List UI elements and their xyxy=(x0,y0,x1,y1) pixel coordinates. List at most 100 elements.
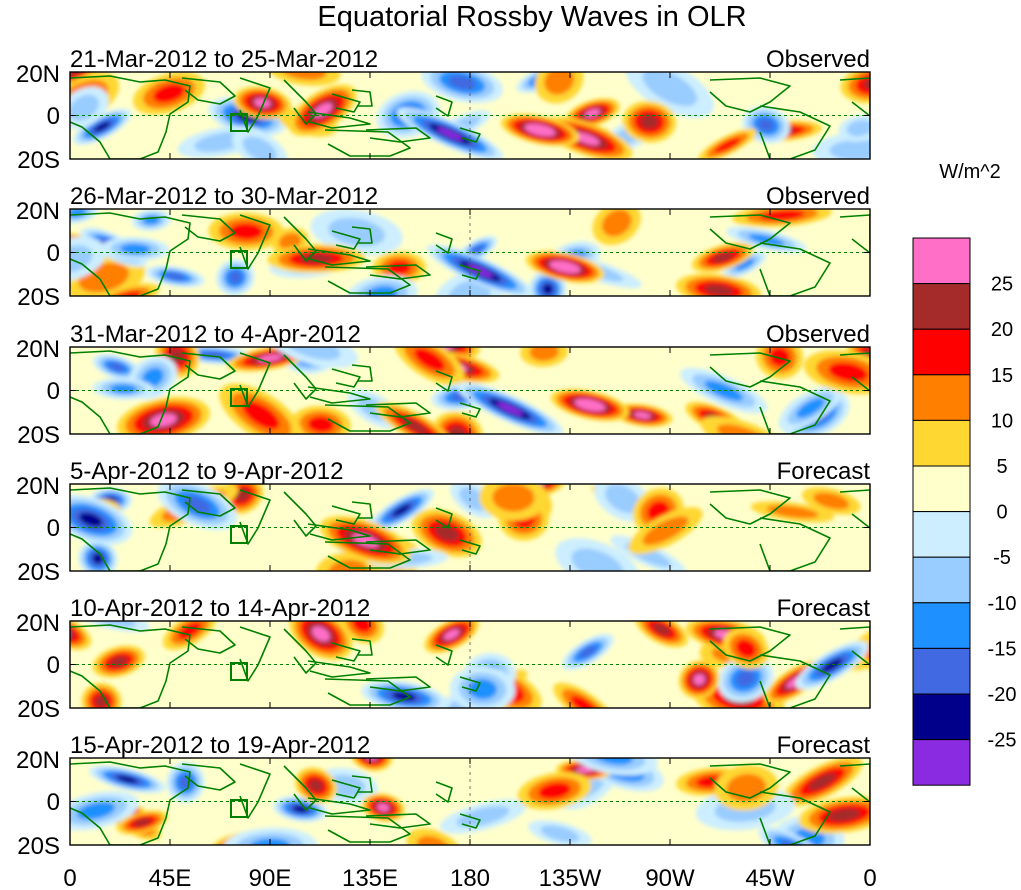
tick-marks xyxy=(69,483,871,572)
tick-marks xyxy=(69,757,871,846)
colorbar-level-label: 25 xyxy=(991,274,1013,296)
colorbar-swatch xyxy=(912,374,971,421)
x-tick-label: 45W xyxy=(745,865,795,890)
reference-box xyxy=(230,525,248,544)
colorbar-swatch xyxy=(912,693,971,741)
y-tick-label: 20S xyxy=(17,422,60,449)
colorbar-level-label: -15 xyxy=(988,638,1017,660)
coastlines xyxy=(70,350,870,434)
tick-marks xyxy=(69,620,871,709)
panel-status: Observed xyxy=(766,321,870,348)
panel-date-range: 26-Mar-2012 to 30-Mar-2012 xyxy=(70,183,378,210)
colorbar-level-label: -25 xyxy=(988,730,1017,752)
figure-title: Equatorial Rossby Waves in OLR xyxy=(317,1,746,33)
coastlines xyxy=(70,761,870,845)
colorbar-level-label: -20 xyxy=(988,684,1017,706)
colorbar-level-label: 20 xyxy=(991,319,1013,341)
colorbar-swatch xyxy=(912,283,971,330)
colorbar-swatch xyxy=(912,647,971,695)
panel-map xyxy=(69,757,871,846)
tick-marks xyxy=(69,346,871,435)
y-tick-label: 20S xyxy=(17,559,60,586)
x-tick-label: 45E xyxy=(149,865,192,890)
y-tick-label: 20N xyxy=(16,198,60,225)
panel-date-range: 15-Apr-2012 to 19-Apr-2012 xyxy=(70,732,370,759)
panel-map xyxy=(69,208,871,297)
panels: 21-Mar-2012 to 25-Mar-2012 Observed 20N 0 20… xyxy=(16,46,871,860)
panel-6: 15-Apr-2012 to 19-Apr-2012 Forecast 20N 0 20… xyxy=(16,732,871,860)
panel-map xyxy=(69,346,871,435)
colorbar-swatch xyxy=(912,465,971,513)
panel-status: Observed xyxy=(766,183,870,210)
x-tick-label: 0 xyxy=(63,865,76,890)
x-tick-label: 135E xyxy=(342,865,398,890)
panel-date-range: 31-Mar-2012 to 4-Apr-2012 xyxy=(70,321,361,348)
panel-status: Observed xyxy=(766,46,870,73)
x-tick-label: 90W xyxy=(645,865,695,890)
coastlines xyxy=(70,212,870,296)
colorbar-swatch xyxy=(912,602,971,649)
panel-map xyxy=(69,483,871,572)
colorbar-level-label: -10 xyxy=(988,593,1017,615)
reference-box xyxy=(230,388,248,407)
x-tick-label: 135W xyxy=(539,865,602,890)
y-tick-label: 20N xyxy=(16,61,60,88)
olr-anomaly-field xyxy=(70,758,870,845)
y-tick-label: 20S xyxy=(17,833,60,860)
panel-3: 31-Mar-2012 to 4-Apr-2012 Observed 20N 0 20S xyxy=(16,321,871,449)
panel-date-range: 5-Apr-2012 to 9-Apr-2012 xyxy=(70,458,344,485)
coastlines xyxy=(70,75,870,159)
colorbar: W/m^2 25 20 15 10 5 0 -5 -10 -15 -20 -25 xyxy=(912,161,1017,786)
colorbar-level-label: 0 xyxy=(996,502,1007,524)
y-tick-label: 0 xyxy=(47,103,60,130)
reference-box xyxy=(230,250,248,269)
coastlines xyxy=(70,624,870,708)
reference-box xyxy=(230,113,248,132)
colorbar-swatch xyxy=(912,237,971,285)
panel-status: Forecast xyxy=(777,595,871,622)
colorbar-swatch xyxy=(912,328,971,376)
colorbar-swatch xyxy=(912,556,971,604)
panel-date-range: 21-Mar-2012 to 25-Mar-2012 xyxy=(70,46,378,73)
y-tick-label: 20N xyxy=(16,336,60,363)
olr-anomaly-field xyxy=(92,347,870,434)
y-tick-label: 20N xyxy=(16,747,60,774)
y-tick-label: 0 xyxy=(47,652,60,679)
y-tick-label: 0 xyxy=(47,515,60,542)
panel-4: 5-Apr-2012 to 9-Apr-2012 Forecast 20N 0 20S xyxy=(16,458,871,586)
reference-box xyxy=(230,799,248,818)
y-tick-label: 20S xyxy=(17,147,60,174)
y-tick-label: 0 xyxy=(47,240,60,267)
colorbar-level-label: 15 xyxy=(991,365,1013,387)
x-tick-label: 180 xyxy=(450,865,490,890)
y-tick-label: 20S xyxy=(17,284,60,311)
y-tick-label: 20N xyxy=(16,473,60,500)
y-tick-label: 20N xyxy=(16,610,60,637)
y-tick-label: 0 xyxy=(47,378,60,405)
panel-status: Forecast xyxy=(777,732,871,759)
colorbar-level-label: 10 xyxy=(991,410,1013,432)
panel-status: Forecast xyxy=(777,458,871,485)
coastlines xyxy=(70,487,870,571)
panel-5: 10-Apr-2012 to 14-Apr-2012 Forecast 20N 0 20… xyxy=(16,595,871,723)
panel-1: 21-Mar-2012 to 25-Mar-2012 Observed 20N 0 20… xyxy=(16,46,871,174)
tick-marks xyxy=(69,71,871,160)
colorbar-level-label: 5 xyxy=(996,456,1007,478)
x-tick-label: 90E xyxy=(249,865,292,890)
colorbar-level-label: -5 xyxy=(993,547,1011,569)
colorbar-units: W/m^2 xyxy=(939,161,1001,183)
y-tick-label: 20S xyxy=(17,696,60,723)
panel-date-range: 10-Apr-2012 to 14-Apr-2012 xyxy=(70,595,370,622)
colorbar-swatch xyxy=(912,739,971,786)
colorbar-swatch xyxy=(912,419,971,467)
x-axis: 0 45E 90E 135E 180 135W 90W 45W 0 xyxy=(63,865,876,890)
y-tick-label: 0 xyxy=(47,789,60,816)
colorbar-swatch xyxy=(912,511,971,558)
tick-marks xyxy=(69,208,871,297)
x-tick-label: 0 xyxy=(863,865,876,890)
reference-box xyxy=(230,662,248,681)
panel-2: 26-Mar-2012 to 30-Mar-2012 Observed 20N 0 20… xyxy=(16,183,871,311)
panel-map xyxy=(69,620,871,709)
panel-map xyxy=(69,71,871,160)
